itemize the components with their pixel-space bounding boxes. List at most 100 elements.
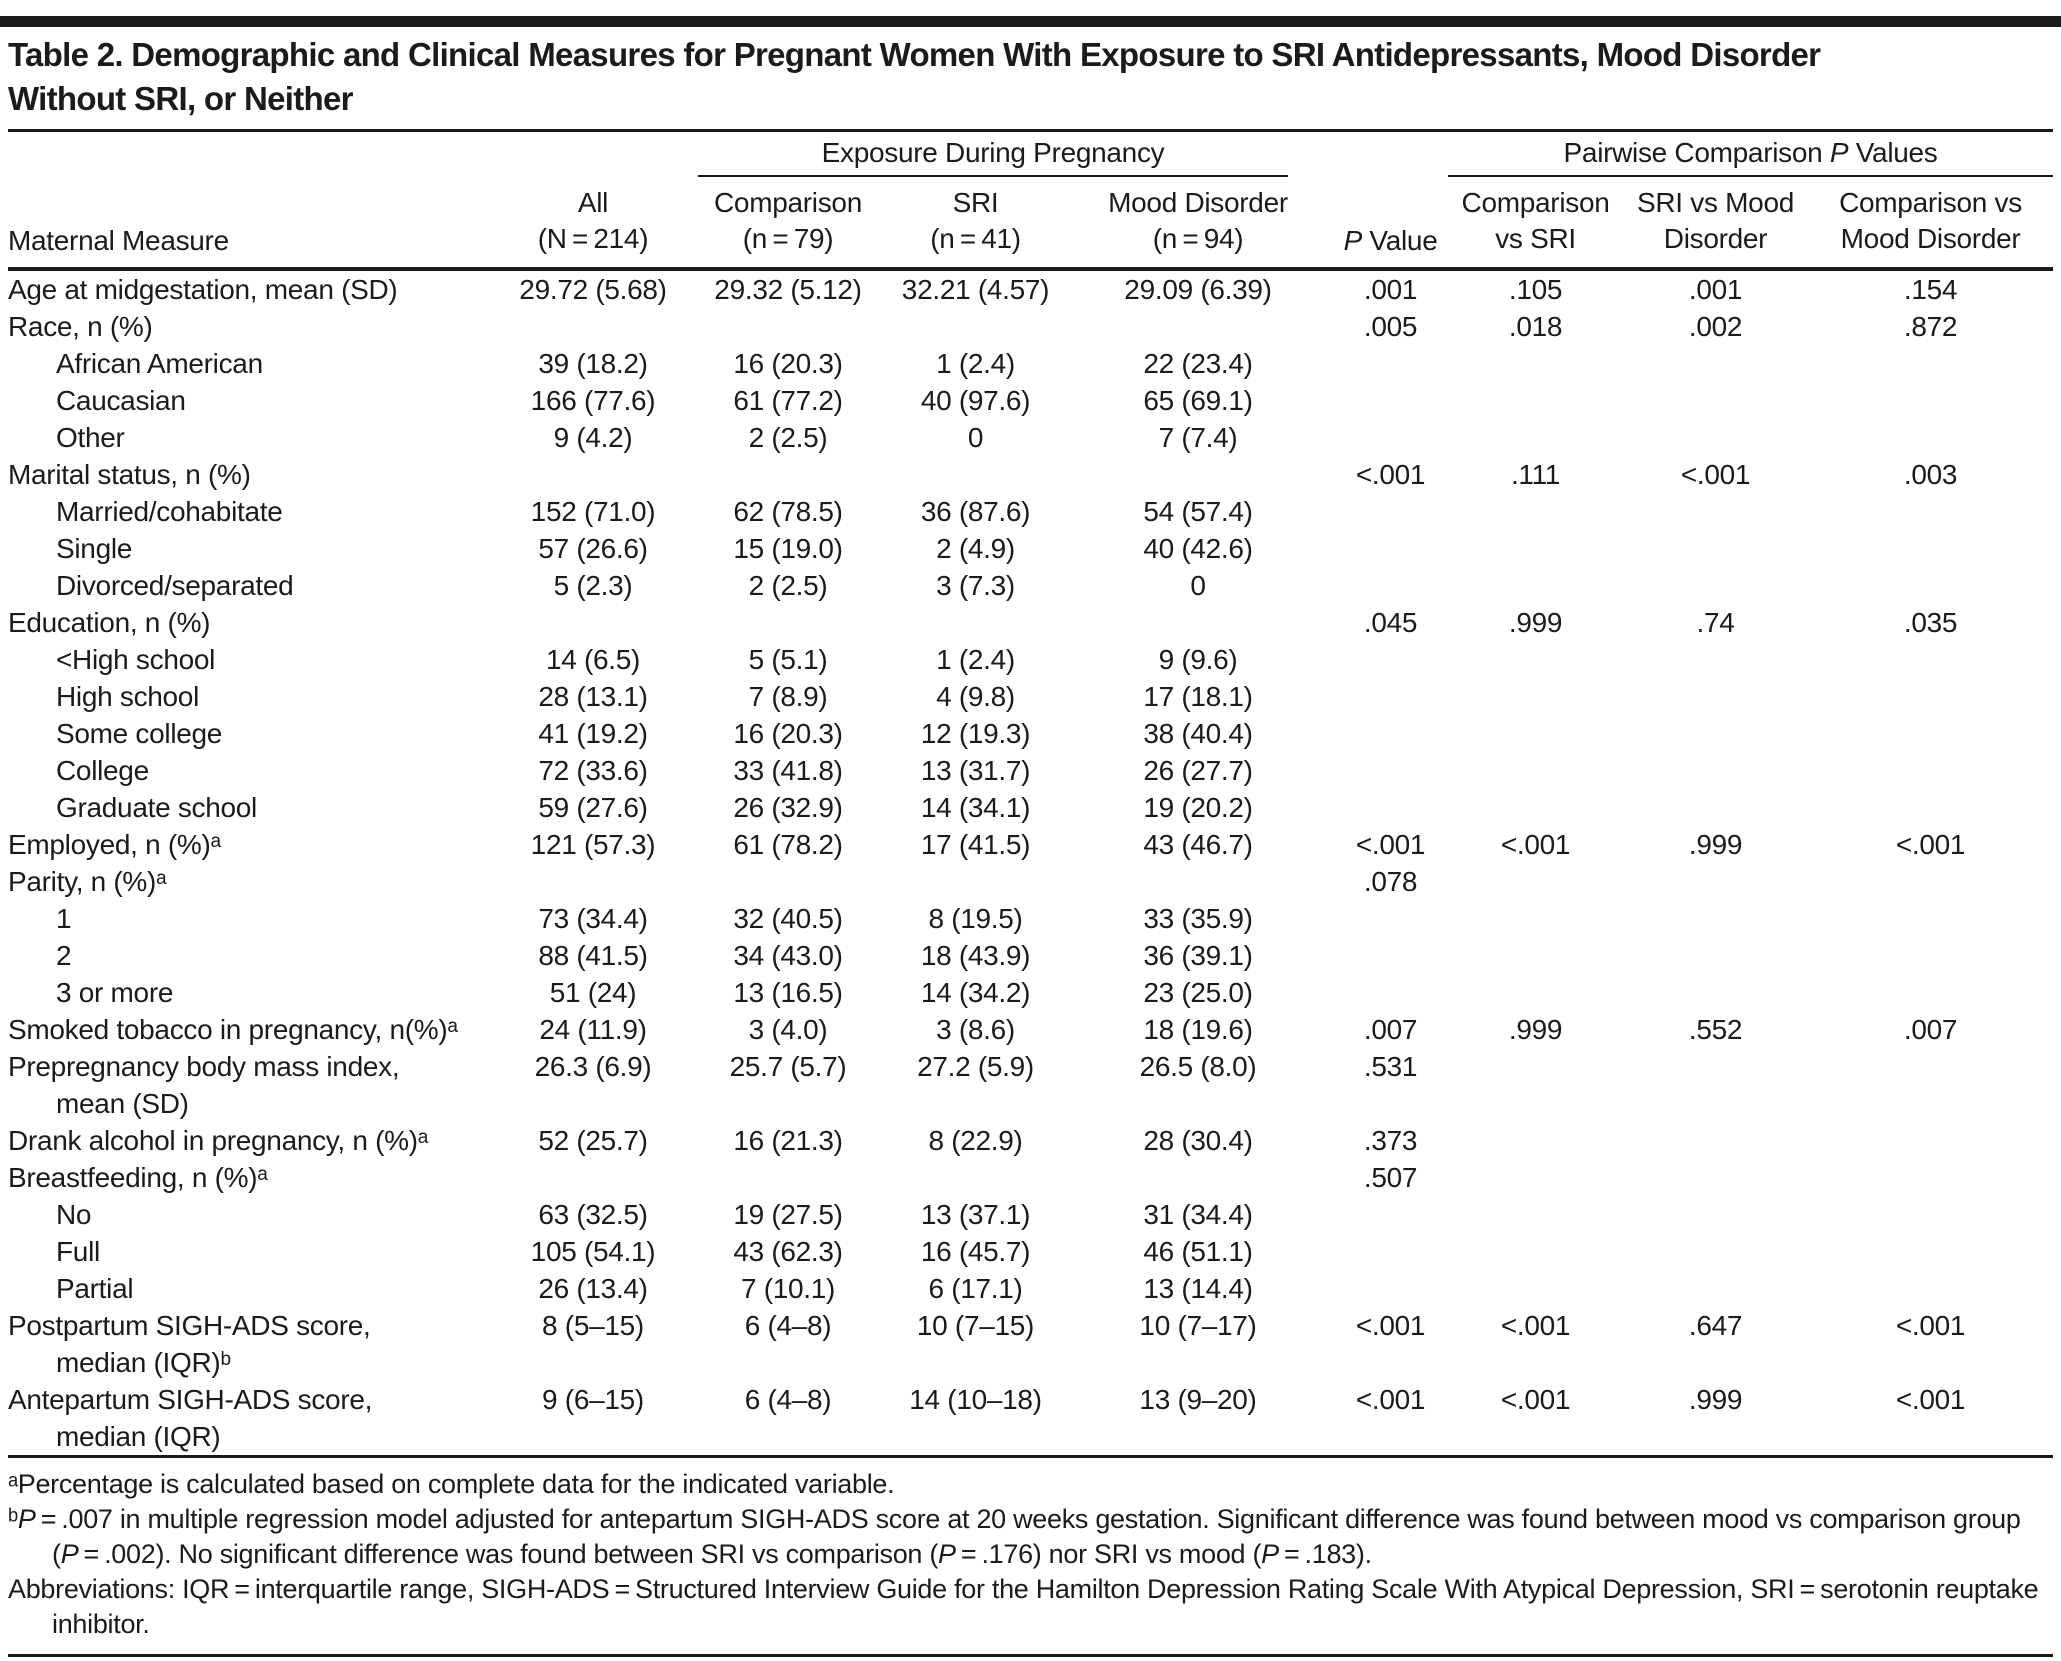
cell-sri — [888, 456, 1063, 493]
table-row: 3 or more 51 (24) 13 (16.5) 14 (34.2) 23 (25… — [8, 974, 2053, 1011]
footnote-abbreviations: Abbreviations: IQR = interquartile range… — [8, 1574, 2039, 1639]
cell-comparison: 6 (4–8) — [744, 1310, 832, 1341]
cell-comparison: 33 (41.8) — [733, 755, 843, 786]
cell-p-comparison-vs-sri — [1448, 567, 1623, 604]
table-row: Other 9 (4.2) 2 (2.5) 0 7 (7.4) — [8, 419, 2053, 456]
cell-p-comparison-vs-sri: .999 — [1508, 1014, 1563, 1045]
group-header-exposure: Exposure During Pregnancy — [688, 132, 1333, 177]
cell-p-value — [1333, 345, 1448, 382]
row-label: College — [56, 755, 149, 786]
table-row: Age at midgestation, mean (SD) 29.72 (5.6… — [8, 269, 2053, 308]
cell-p-sri-vs-mood — [1623, 567, 1808, 604]
cell-p-value — [1333, 974, 1448, 1011]
cell-mood: 9 (9.6) — [1158, 644, 1238, 675]
cell-sri: 3 (8.6) — [936, 1014, 1015, 1045]
table-header: Exposure During Pregnancy Pairwise Compa… — [8, 132, 2054, 271]
row-label: Full — [56, 1236, 100, 1267]
cell-p-comparison-vs-mood — [1808, 1270, 2053, 1307]
cell-sri: 16 (45.7) — [920, 1236, 1031, 1267]
cell-p-comparison-vs-sri — [1448, 752, 1623, 789]
row-label: Single — [56, 533, 133, 564]
cell-p-value — [1333, 1270, 1448, 1307]
cell-sri: 18 (43.9) — [920, 940, 1031, 971]
cell-comparison: 16 (21.3) — [733, 1125, 843, 1156]
cell-p-comparison-vs-sri — [1448, 419, 1623, 456]
cell-p-comparison-vs-mood — [1808, 419, 2053, 456]
cell-p-comparison-vs-sri: <.001 — [1500, 829, 1571, 860]
cell-all: 88 (41.5) — [538, 940, 648, 971]
cell-mood — [1063, 456, 1333, 493]
cell-p-value: .045 — [1363, 607, 1418, 638]
cell-p-value — [1333, 752, 1448, 789]
table-row: Divorced/separated 5 (2.3) 2 (2.5) 3 (7.3) 0 — [8, 567, 2053, 604]
cell-sri: 3 (7.3) — [936, 570, 1015, 601]
group-header-spacer — [8, 132, 498, 177]
cell-sri: 8 (19.5) — [928, 903, 1023, 934]
cell-sri: 6 (17.1) — [928, 1273, 1023, 1304]
table-row: Partial 26 (13.4) 7 (10.1) 6 (17.1) 13 (14.4… — [8, 1270, 2053, 1307]
row-label: Antepartum SIGH-ADS score, median (IQR) — [8, 1381, 498, 1457]
cell-p-sri-vs-mood: .999 — [1688, 829, 1743, 860]
row-label: Education, n (%) — [8, 607, 211, 638]
cell-p-value: .078 — [1363, 866, 1418, 897]
cell-comparison: 7 (8.9) — [748, 681, 828, 712]
cell-p-comparison-vs-sri — [1448, 678, 1623, 715]
cell-all: 63 (32.5) — [538, 1199, 648, 1230]
cell-sri: 12 (19.3) — [920, 718, 1031, 749]
cell-mood — [1063, 863, 1333, 900]
row-label: Race, n (%) — [8, 311, 153, 342]
cell-p-value — [1333, 1233, 1448, 1270]
cell-p-comparison-vs-sri — [1448, 1233, 1623, 1270]
cell-p-sri-vs-mood — [1623, 678, 1808, 715]
cell-p-comparison-vs-mood — [1808, 1159, 2053, 1196]
cell-comparison: 2 (2.5) — [748, 422, 828, 453]
column-header-all: All (N = 214) — [498, 177, 688, 271]
cell-p-comparison-vs-mood: .035 — [1903, 607, 1958, 638]
cell-all: 29.72 (5.68) — [519, 274, 667, 305]
cell-sri: 14 (10–18) — [909, 1384, 1042, 1415]
cell-sri: 0 — [967, 422, 984, 453]
row-label: Prepregnancy body mass index, mean (SD) — [8, 1048, 498, 1122]
cell-all: 9 (4.2) — [553, 422, 633, 453]
cell-all — [498, 456, 688, 493]
cell-p-sri-vs-mood — [1623, 345, 1808, 382]
cell-comparison: 5 (5.1) — [748, 644, 828, 675]
cell-p-comparison-vs-mood — [1808, 863, 2053, 900]
cell-mood: 17 (18.1) — [1143, 681, 1253, 712]
row-label: Divorced/separated — [56, 570, 294, 601]
cell-p-comparison-vs-mood — [1808, 900, 2053, 937]
table-row: Prepregnancy body mass index, mean (SD) 26… — [8, 1048, 2053, 1122]
cell-p-comparison-vs-mood — [1808, 530, 2053, 567]
table-row: Education, n (%) .045 .999 .74 .035 — [8, 604, 2053, 641]
row-label: Graduate school — [56, 792, 257, 823]
cell-p-sri-vs-mood: <.001 — [1680, 459, 1751, 490]
cell-sri: 32.21 (4.57) — [901, 274, 1050, 305]
cell-sri: 40 (97.6) — [920, 385, 1031, 416]
cell-comparison: 2 (2.5) — [748, 570, 828, 601]
cell-p-comparison-vs-mood — [1808, 493, 2053, 530]
cell-comparison: 15 (19.0) — [733, 533, 843, 564]
column-header-mood-disorder: Mood Disorder (n = 94) — [1063, 177, 1334, 271]
cell-p-sri-vs-mood: .001 — [1688, 274, 1743, 305]
demographics-table: Exposure During Pregnancy Pairwise Compa… — [8, 132, 2054, 1458]
cell-mood — [1063, 604, 1333, 641]
cell-mood: 43 (46.7) — [1143, 829, 1253, 860]
cell-p-value — [1333, 419, 1448, 456]
cell-comparison: 16 (20.3) — [733, 718, 843, 749]
cell-p-value — [1333, 493, 1448, 530]
table-row: Breastfeeding, n (%)ᵃ .507 — [8, 1159, 2053, 1196]
cell-p-comparison-vs-mood — [1808, 1122, 2053, 1159]
cell-comparison: 26 (32.9) — [733, 792, 843, 823]
cell-p-comparison-vs-mood: <.001 — [1895, 1310, 1966, 1341]
cell-p-sri-vs-mood: .002 — [1688, 311, 1743, 342]
cell-p-comparison-vs-sri — [1448, 863, 1623, 900]
cell-mood: 36 (39.1) — [1143, 940, 1253, 971]
cell-all: 52 (25.7) — [538, 1125, 648, 1156]
row-label: Employed, n (%)ᵃ — [8, 829, 221, 860]
cell-p-comparison-vs-mood — [1808, 1196, 2053, 1233]
row-label-line-2: median (IQR)ᵇ — [56, 1347, 231, 1378]
cell-comparison: 16 (20.3) — [733, 348, 843, 379]
cell-comparison — [688, 456, 888, 493]
cell-p-value — [1333, 1196, 1448, 1233]
cell-sri: 27.2 (5.9) — [917, 1051, 1034, 1082]
